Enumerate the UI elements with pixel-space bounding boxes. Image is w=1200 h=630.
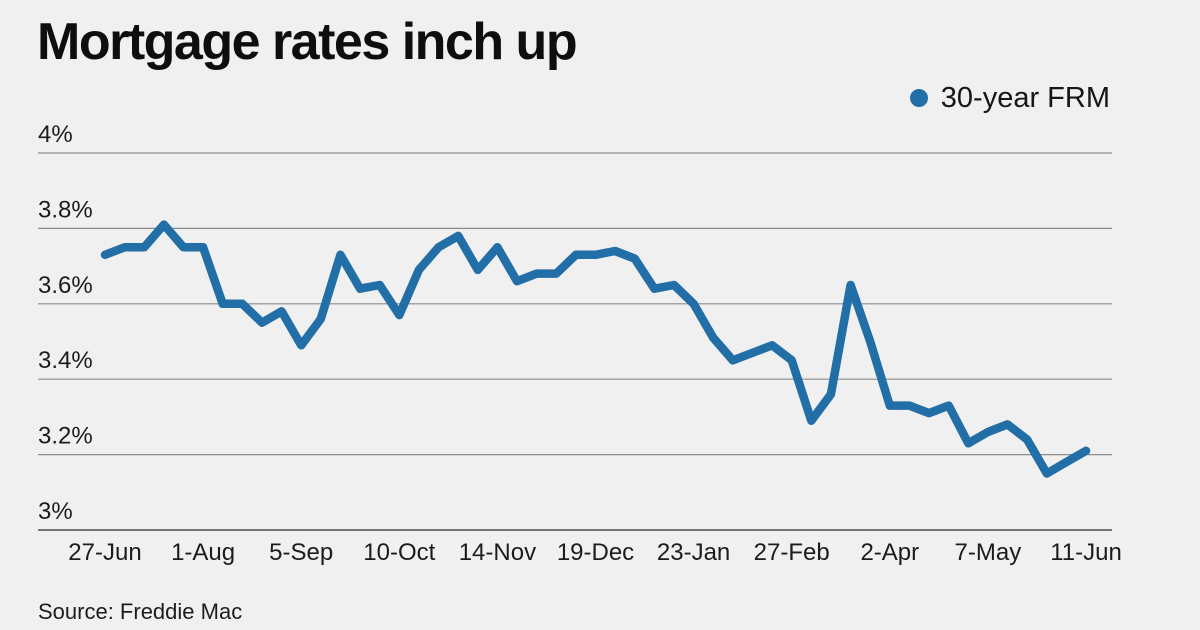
x-tick-label: 5-Sep	[269, 539, 333, 566]
x-tick-label: 19-Dec	[557, 539, 634, 566]
source-attribution: Source: Freddie Mac	[38, 599, 243, 624]
legend-dot-icon	[909, 89, 928, 107]
y-tick-label: 3.2%	[38, 423, 93, 450]
y-tick-label: 3.8%	[38, 196, 93, 223]
x-tick-label: 27-Feb	[754, 539, 830, 566]
x-tick-label: 7-May	[955, 539, 1022, 566]
x-tick-label: 2-Apr	[860, 539, 919, 566]
frm-rate-line	[100, 220, 1091, 478]
y-tick-label: 3%	[38, 498, 73, 525]
y-tick-label: 4%	[38, 121, 73, 148]
x-tick-label: 14-Nov	[459, 539, 536, 566]
legend: 30-year FRM	[909, 80, 1110, 116]
y-tick-label: 3.4%	[38, 347, 93, 374]
x-tick-label: 23-Jan	[657, 539, 730, 566]
y-tick-label: 3.6%	[38, 272, 93, 299]
chart-title: Mortgage rates inch up	[37, 13, 578, 71]
x-tick-label: 10-Oct	[363, 539, 435, 566]
x-tick-label: 27-Jun	[68, 539, 141, 566]
legend-series-label: 30-year FRM	[940, 81, 1110, 114]
x-tick-label: 1-Aug	[171, 539, 235, 566]
x-tick-label: 11-Jun	[1050, 539, 1122, 566]
